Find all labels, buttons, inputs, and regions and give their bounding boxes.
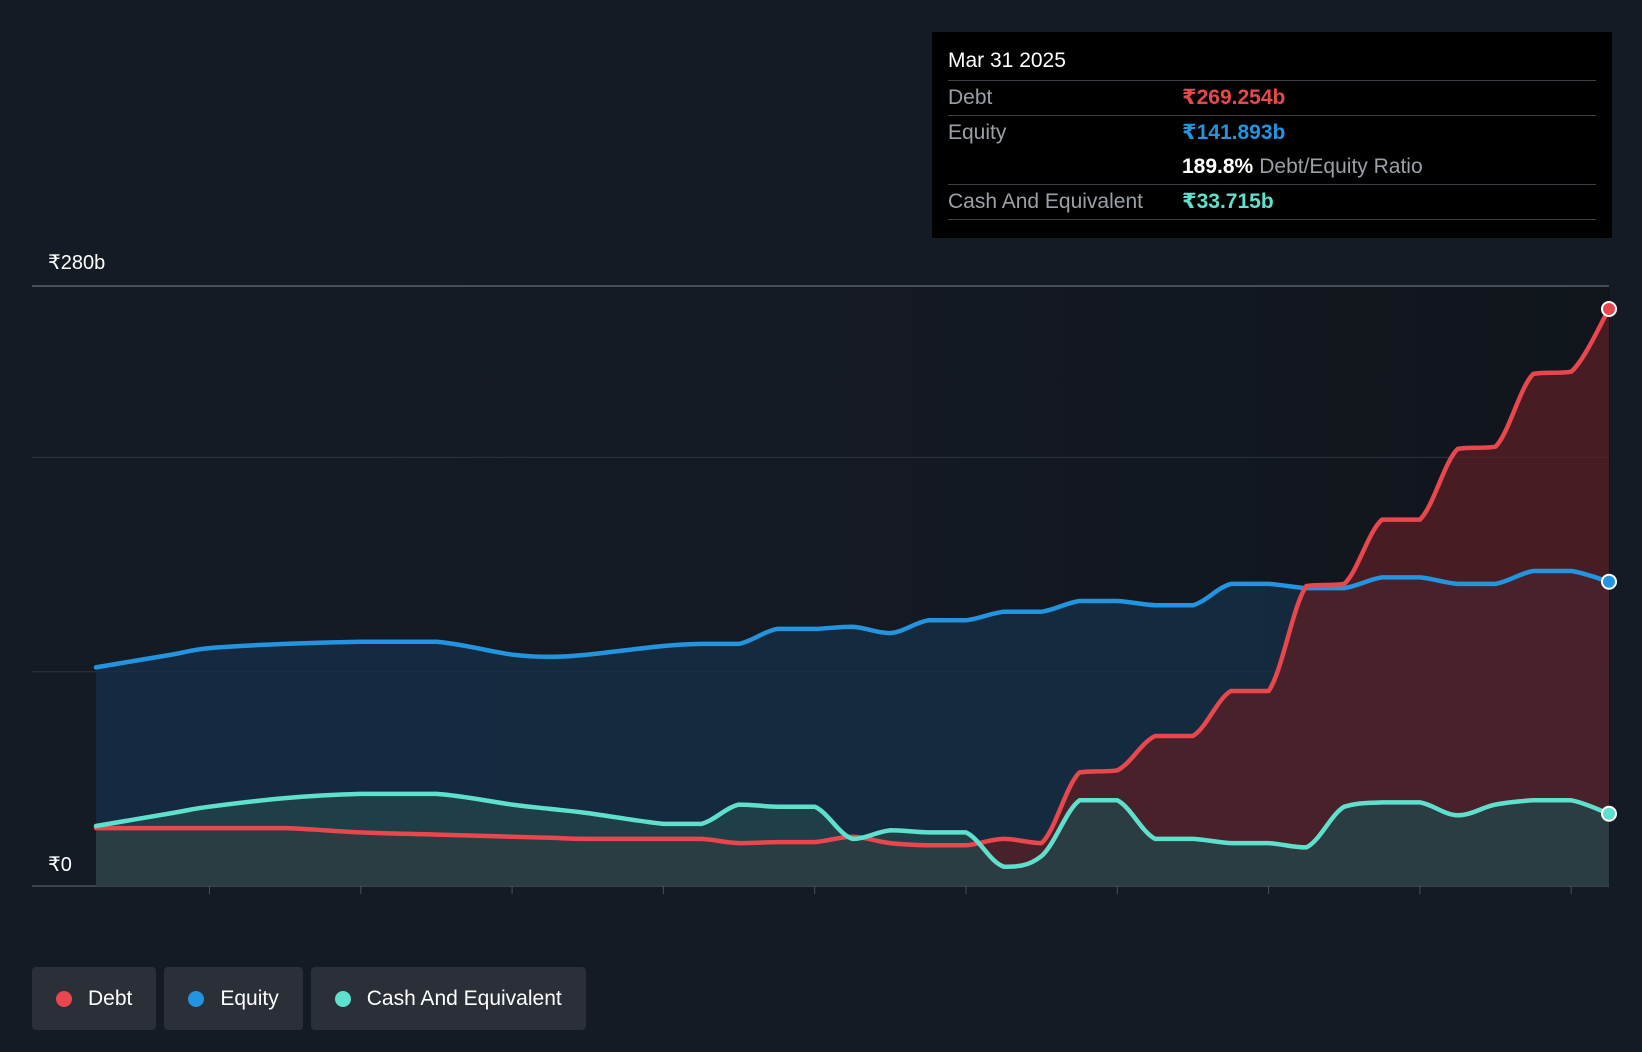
tooltip-panel: Mar 31 2025 Debt ₹269.254b Equity ₹141.8… <box>932 32 1612 238</box>
legend-cash-label: Cash And Equivalent <box>366 986 562 1010</box>
tooltip-date: Mar 31 2025 <box>948 46 1596 81</box>
y-axis-top-label: ₹280b <box>48 252 105 274</box>
equity-dot-icon <box>188 990 205 1007</box>
tooltip-ratio-value: 189.8% <box>1182 155 1254 178</box>
debt-area <box>96 309 1609 886</box>
legend-debt-label: Debt <box>88 986 133 1010</box>
y-axis-zero-label: ₹0 <box>48 854 72 876</box>
equity-endpoint-marker[interactable] <box>1601 573 1617 590</box>
debt-equity-chart: 2016201720182019202020212022202320242025… <box>32 252 1617 894</box>
equity-line <box>93 568 1612 670</box>
tooltip-debt-row: Debt ₹269.254b <box>948 81 1596 116</box>
legend: Debt Equity Cash And Equivalent <box>32 967 586 1030</box>
debt-line <box>93 306 1612 848</box>
debt-dot-icon <box>56 990 72 1007</box>
cash-and-equivalent-endpoint-marker[interactable] <box>1601 805 1617 822</box>
debt-endpoint-marker[interactable] <box>1601 301 1617 318</box>
cash-and-equivalent-line <box>93 791 1612 869</box>
legend-item-equity[interactable]: Equity <box>164 967 303 1030</box>
tooltip-cash-value: ₹33.715b <box>1182 190 1274 213</box>
tooltip-cash-row: Cash And Equivalent ₹33.715b <box>948 185 1596 220</box>
legend-item-debt[interactable]: Debt <box>32 967 157 1030</box>
tooltip-ratio-row: 189.8% Debt/Equity Ratio <box>948 150 1596 185</box>
tooltip-ratio-label: Debt/Equity Ratio <box>1259 155 1423 178</box>
tooltip-cash-label: Cash And Equivalent <box>948 190 1143 213</box>
tooltip-equity-row: Equity ₹141.893b <box>948 116 1596 150</box>
tooltip-equity-value: ₹141.893b <box>1182 121 1286 144</box>
tooltip-debt-label: Debt <box>948 86 993 109</box>
legend-equity-label: Equity <box>220 986 279 1010</box>
tooltip-equity-label: Equity <box>948 121 1007 144</box>
legend-item-cash[interactable]: Cash And Equivalent <box>310 967 586 1030</box>
tooltip-debt-value: ₹269.254b <box>1182 86 1286 109</box>
cash-dot-icon <box>334 990 351 1007</box>
